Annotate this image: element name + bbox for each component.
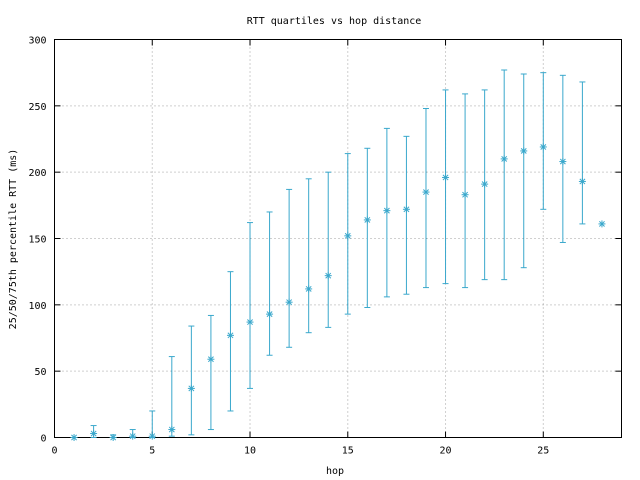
median-marker xyxy=(168,426,176,434)
data-point-hop-7 xyxy=(187,325,195,436)
chart-title: RTT quartiles vs hop distance xyxy=(247,16,422,27)
median-marker xyxy=(598,220,606,228)
y-tick-label: 250 xyxy=(28,102,46,113)
median-marker xyxy=(129,432,137,440)
x-axis-label: hop xyxy=(326,466,344,477)
median-marker xyxy=(442,173,450,181)
axis-ticks: 0 50 100 150 200 250 300 0 5 10 15 20 25 xyxy=(28,36,622,457)
data-point-hop-16 xyxy=(363,147,371,308)
median-marker xyxy=(344,232,352,240)
data-point-hop-1 xyxy=(70,434,78,441)
plot-area-border xyxy=(54,39,622,438)
y-tick-label: 0 xyxy=(40,434,46,445)
median-marker xyxy=(324,272,332,280)
x-tick-label: 0 xyxy=(51,446,57,457)
median-marker xyxy=(539,143,547,151)
median-marker xyxy=(422,188,430,196)
median-marker xyxy=(90,430,98,438)
y-tick-label: 300 xyxy=(28,36,46,47)
data-point-hop-25 xyxy=(539,72,547,210)
data-point-hop-9 xyxy=(226,271,234,412)
median-marker xyxy=(578,177,586,185)
data-point-hop-22 xyxy=(481,89,489,281)
median-marker xyxy=(207,355,215,363)
data-point-hop-11 xyxy=(266,211,274,356)
data-point-hop-26 xyxy=(559,74,567,243)
y-tick-label: 150 xyxy=(28,235,46,246)
data-series xyxy=(70,69,606,441)
median-marker xyxy=(461,191,469,199)
data-point-hop-17 xyxy=(383,127,391,298)
data-point-hop-21 xyxy=(461,93,469,289)
data-point-hop-3 xyxy=(109,434,117,441)
median-marker xyxy=(266,310,274,318)
median-marker xyxy=(363,216,371,224)
x-tick-label: 25 xyxy=(537,446,549,457)
data-point-hop-12 xyxy=(285,188,293,348)
median-marker xyxy=(402,205,410,213)
data-point-hop-20 xyxy=(442,89,450,285)
grid-lines xyxy=(54,39,622,438)
data-point-hop-18 xyxy=(402,135,410,295)
data-point-hop-23 xyxy=(500,69,508,281)
median-marker xyxy=(187,384,195,392)
data-point-hop-15 xyxy=(344,153,352,315)
median-marker xyxy=(383,207,391,215)
data-point-hop-5 xyxy=(148,410,156,440)
x-tick-label: 5 xyxy=(149,446,155,457)
median-marker xyxy=(109,434,117,441)
data-point-hop-24 xyxy=(520,73,528,269)
data-point-hop-28 xyxy=(598,220,606,228)
data-point-hop-4 xyxy=(129,429,137,440)
data-point-hop-6 xyxy=(168,356,176,437)
data-point-hop-19 xyxy=(422,107,430,289)
data-point-hop-14 xyxy=(324,171,332,328)
median-marker xyxy=(520,147,528,155)
x-tick-label: 10 xyxy=(244,446,256,457)
data-point-hop-8 xyxy=(207,314,215,431)
median-marker xyxy=(559,158,567,166)
data-point-hop-2 xyxy=(90,425,98,438)
y-tick-label: 50 xyxy=(34,367,46,378)
x-tick-label: 15 xyxy=(342,446,354,457)
x-tick-label: 20 xyxy=(440,446,452,457)
median-marker xyxy=(500,155,508,163)
data-point-hop-27 xyxy=(578,81,586,225)
data-point-hop-13 xyxy=(305,178,313,334)
y-tick-label: 100 xyxy=(28,301,46,312)
y-axis-label: 25/50/75th percentile RTT (ms) xyxy=(8,149,19,330)
median-marker xyxy=(246,318,254,326)
median-marker xyxy=(305,285,313,293)
median-marker xyxy=(70,434,78,441)
median-marker xyxy=(226,331,234,339)
median-marker xyxy=(481,180,489,188)
y-tick-label: 200 xyxy=(28,168,46,179)
median-marker xyxy=(285,298,293,306)
median-marker xyxy=(148,432,156,440)
data-point-hop-10 xyxy=(246,222,254,389)
